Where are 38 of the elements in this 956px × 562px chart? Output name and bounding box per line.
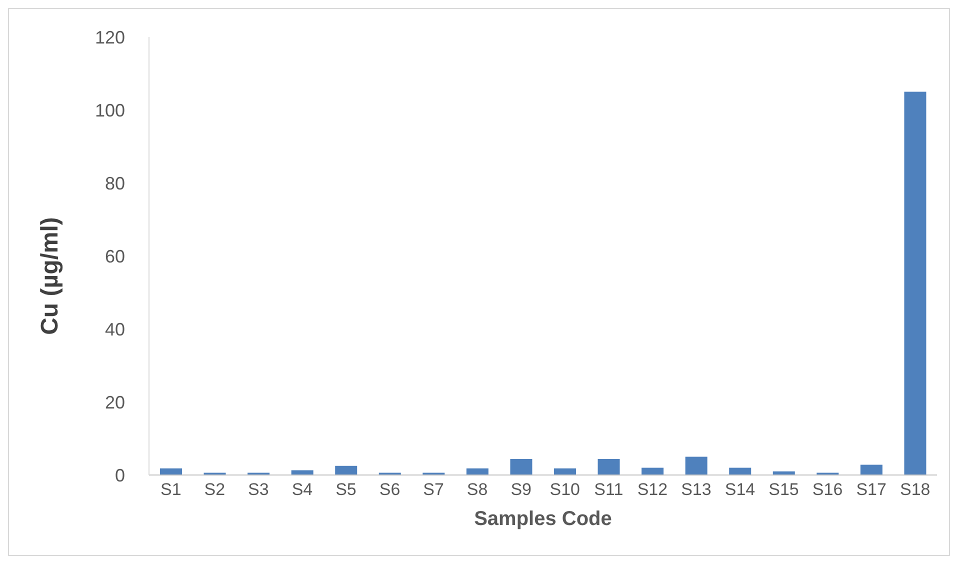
- bar: [729, 468, 752, 475]
- x-tick-label: S5: [336, 480, 356, 500]
- y-tick-label: 0: [114, 465, 125, 486]
- x-tick-label: S2: [204, 480, 226, 500]
- bar: [335, 466, 358, 475]
- y-tick-label: 100: [94, 100, 125, 120]
- bar: [642, 468, 664, 475]
- y-tick-label: 20: [104, 392, 125, 412]
- x-tick-label: S12: [637, 480, 668, 500]
- x-tick-label: S9: [510, 480, 532, 500]
- x-tick-label: S16: [812, 480, 843, 500]
- x-tick-label: S8: [466, 480, 488, 500]
- bar: [598, 458, 620, 475]
- y-tick-label: 120: [94, 27, 125, 48]
- bar: [510, 458, 532, 475]
- bar: [160, 468, 182, 475]
- bar: [466, 468, 488, 475]
- x-tick-label: S15: [768, 480, 799, 500]
- y-tick-label: 60: [104, 246, 125, 266]
- y-axis-title: Cu (µg/ml): [36, 217, 64, 335]
- x-tick-label: S18: [900, 480, 930, 500]
- y-tick-label: 40: [104, 319, 125, 340]
- x-tick-label: S7: [423, 480, 444, 500]
- x-tick-label: S14: [724, 480, 756, 500]
- y-tick-label: 80: [104, 173, 125, 194]
- x-axis-title: Samples Code: [474, 508, 612, 530]
- x-tick-label: S4: [292, 480, 313, 500]
- x-tick-label: S3: [248, 480, 269, 500]
- x-tick-label: S13: [681, 480, 712, 500]
- x-tick-label: S11: [594, 480, 624, 500]
- bar: [554, 468, 576, 475]
- x-tick-label: S10: [550, 480, 580, 500]
- bar: [860, 464, 882, 475]
- bar: [685, 456, 708, 475]
- x-tick-label: S17: [856, 480, 886, 500]
- x-tick-label: S6: [379, 480, 400, 500]
- x-tick-label: S1: [160, 480, 182, 500]
- bar: [904, 92, 926, 475]
